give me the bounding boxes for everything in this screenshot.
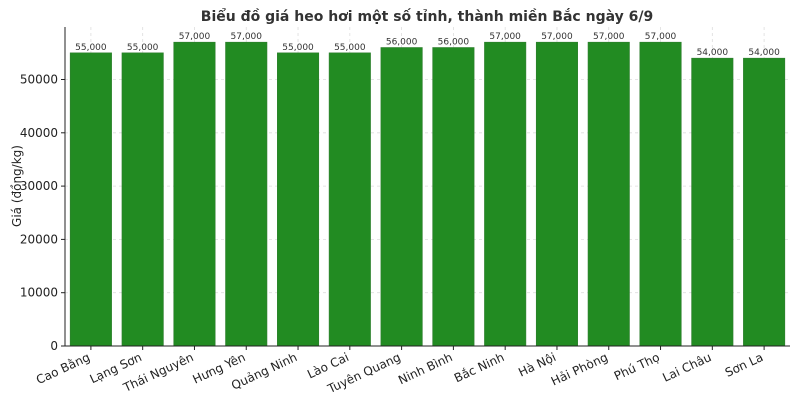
x-tick-label: Sơn La [723,350,766,380]
bar [535,41,578,347]
bar [587,41,630,347]
bar [69,52,112,347]
y-tick-label: 0 [50,339,58,353]
bar [484,41,527,347]
bar [639,41,682,347]
data-label: 57,000 [489,32,521,42]
y-tick-label: 40000 [20,126,58,140]
data-label: 55,000 [75,43,107,53]
data-label: 56,000 [386,38,418,48]
y-tick-label: 30000 [20,179,58,193]
data-label: 54,000 [748,48,780,58]
data-label: 54,000 [697,48,729,58]
data-label: 57,000 [231,32,263,42]
bar [432,47,475,347]
x-tick-label: Hải Phòng [549,350,610,388]
y-tick-label: 10000 [20,286,58,300]
bar [328,52,371,347]
bar [277,52,320,347]
data-label: 57,000 [541,32,573,42]
bars [69,41,786,347]
y-axis-label: Giá (đồng/kg) [10,145,24,227]
y-tick-label: 50000 [20,73,58,87]
data-label: 57,000 [179,32,211,42]
axes [61,27,790,350]
data-labels: 55,000 55,000 57,000 57,000 55,000 55,000 56,0… [75,32,780,58]
bar [225,41,268,347]
bar [121,52,164,347]
x-tick-label: Lai Châu [660,350,713,385]
data-label: 57,000 [645,32,677,42]
x-tick-label: Bắc Ninh [452,350,506,385]
data-label: 56,000 [438,38,470,48]
y-tick-label: 20000 [20,232,58,246]
bar [691,57,734,347]
bar [173,41,216,347]
chart-title: Biểu đồ giá heo hơi một số tỉnh, thành m… [201,8,653,25]
data-label: 55,000 [334,43,366,53]
x-tick-label: Cao Bằng [34,350,92,387]
data-label: 57,000 [593,32,625,42]
bar [380,47,423,347]
bar [743,57,786,347]
data-label: 55,000 [127,43,159,53]
x-tick-label: Ninh Bình [396,350,455,387]
data-label: 55,000 [282,43,314,53]
x-tick-label: Phú Thọ [612,350,662,383]
